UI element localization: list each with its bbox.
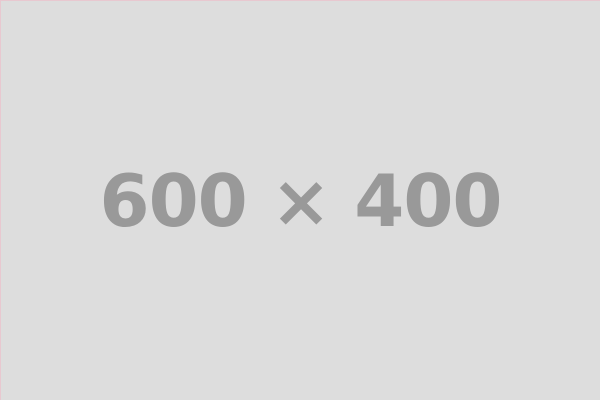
- placeholder-dimensions-label: 600 × 400: [99, 158, 502, 243]
